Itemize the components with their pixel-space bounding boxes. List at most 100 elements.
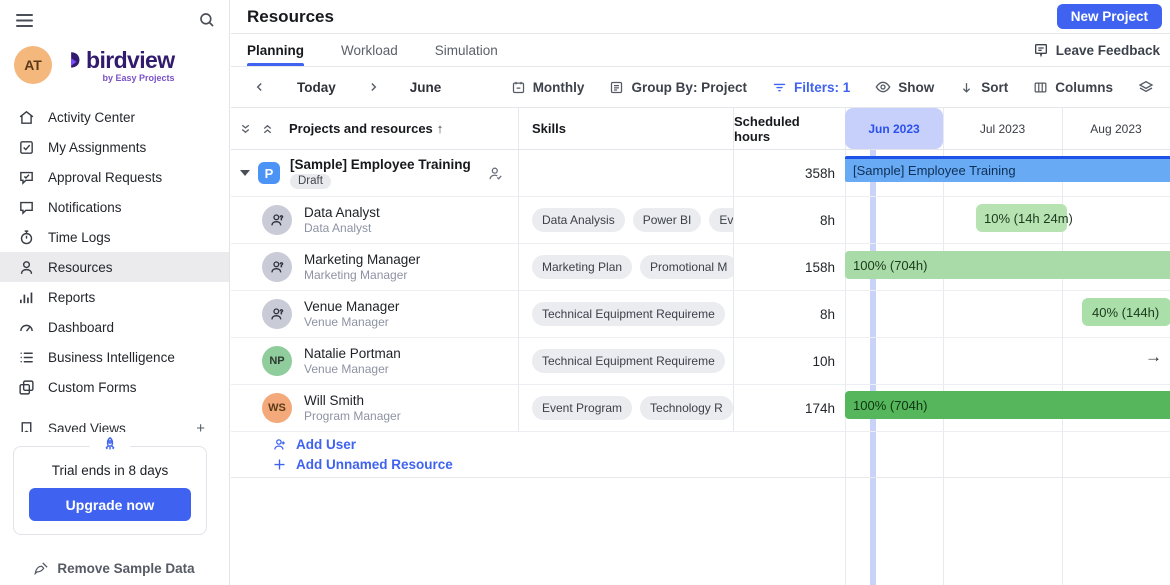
leave-feedback-button[interactable]: Leave Feedback [1033, 34, 1160, 66]
monthly-view-button[interactable]: Monthly [511, 80, 584, 95]
sidebar-item-label: Dashboard [48, 319, 115, 335]
tab-simulation[interactable]: Simulation [434, 42, 498, 58]
layers-button[interactable] [1138, 79, 1154, 95]
resource-scheduled-hours: 8h [733, 197, 845, 243]
sidebar-item-label: Time Logs [48, 229, 111, 245]
sort-button[interactable]: Sort [959, 80, 1008, 95]
skill-tag: Event Program [532, 396, 633, 420]
sidebar-item-activity-center[interactable]: Activity Center [0, 102, 229, 132]
skill-tag: Technical Equipment Requireme [532, 302, 725, 326]
show-button[interactable]: Show [875, 79, 934, 95]
sidebar-item-time-logs[interactable]: Time Logs [0, 222, 229, 252]
trial-card: Trial ends in 8 days Upgrade now [13, 436, 207, 535]
column-header-skills[interactable]: Skills [518, 108, 733, 149]
resource-name[interactable]: Natalie Portman [304, 346, 401, 361]
month-aug-2023[interactable]: Aug 2023 [1090, 121, 1142, 136]
avatar[interactable]: AT [14, 46, 52, 84]
tab-planning[interactable]: Planning [247, 34, 304, 66]
allocation-bar[interactable]: 100% (704h) [845, 391, 1170, 419]
gauge-icon [18, 319, 35, 336]
add-unnamed-resource-button[interactable]: Add Unnamed Resource [272, 457, 453, 472]
project-name[interactable]: [Sample] Employee Training [290, 157, 471, 172]
month-jun-2023[interactable]: Jun 2023 [845, 108, 943, 149]
filters-button[interactable]: Filters: 1 [772, 80, 850, 95]
resource-gantt-cell: 100% (704h) [845, 385, 1170, 431]
tab-workload[interactable]: Workload [341, 42, 398, 58]
skills-cell: Data Analysis Power BI Eve [518, 197, 733, 243]
tab-bar: Planning Workload Simulation Leave Feedb… [231, 34, 1170, 67]
today-button[interactable]: Today [297, 79, 336, 95]
sidebar-item-label: Business Intelligence [48, 349, 175, 365]
sidebar-item-my-assignments[interactable]: My Assignments [0, 132, 229, 162]
feedback-icon [1033, 42, 1049, 58]
skill-tag: Data Analysis [532, 208, 625, 232]
resource-gantt-cell: 10% (14h 24m) [845, 197, 1170, 243]
search-icon[interactable] [198, 11, 216, 29]
assign-user-icon[interactable] [487, 165, 504, 182]
project-gantt-bar[interactable]: [Sample] Employee Training [845, 156, 1170, 182]
sidebar: AT birdview by Easy Projects Activity Ce… [0, 0, 230, 585]
calendar-icon [511, 80, 526, 95]
resource-name[interactable]: Will Smith [304, 393, 364, 408]
sort-ascending-indicator: ↑ [436, 121, 444, 136]
group-by-button[interactable]: Group By: Project [609, 80, 747, 95]
sidebar-item-business-intelligence[interactable]: Business Intelligence [0, 342, 229, 372]
avatar: WS [262, 393, 292, 423]
remove-sample-data-button[interactable]: Remove Sample Data [0, 561, 229, 576]
list-icon [18, 349, 35, 366]
current-month-label: June [409, 79, 442, 95]
page-header: Resources New Project [231, 0, 1170, 34]
resource-role: Data Analyst [304, 221, 372, 235]
upgrade-now-button[interactable]: Upgrade now [29, 488, 191, 521]
collapse-caret-icon[interactable] [240, 170, 250, 176]
sidebar-item-dashboard[interactable]: Dashboard [0, 312, 229, 342]
add-saved-view-button[interactable]: + [196, 419, 205, 433]
offscreen-bar-arrow[interactable]: → [1145, 347, 1162, 366]
main-area: Resources New Project Planning Workload … [231, 0, 1170, 585]
project-type-icon: P [258, 162, 280, 184]
logo-text: birdview [86, 47, 175, 73]
column-header-scheduled-hours[interactable]: Scheduled hours [733, 108, 845, 149]
resource-role: Marketing Manager [304, 268, 408, 282]
rocket-icon [89, 436, 131, 453]
allocation-bar[interactable]: 40% (144h) [1082, 298, 1170, 326]
sidebar-item-label: Approval Requests [48, 169, 163, 185]
resource-name[interactable]: Venue Manager [304, 299, 400, 314]
forms-icon [18, 379, 35, 396]
resource-name[interactable]: Data Analyst [304, 205, 380, 220]
sidebar-item-label: My Assignments [48, 139, 147, 155]
allocation-bar[interactable]: 10% (14h 24m) [976, 204, 1073, 232]
group-by-icon [609, 80, 624, 95]
add-user-button[interactable]: Add User [272, 437, 356, 452]
chat-bubble-icon [18, 199, 35, 216]
previous-period-button[interactable] [253, 80, 267, 94]
resource-scheduled-hours: 158h [733, 244, 845, 290]
sidebar-item-resources[interactable]: Resources [0, 252, 229, 282]
month-jul-2023[interactable]: Jul 2023 [979, 121, 1026, 136]
leave-feedback-label: Leave Feedback [1055, 42, 1160, 58]
sidebar-item-notifications[interactable]: Notifications [0, 192, 229, 222]
skill-tag: Technical Equipment Requireme [532, 349, 725, 373]
columns-button[interactable]: Columns [1033, 80, 1113, 95]
logo: birdview by Easy Projects [65, 47, 175, 83]
sidebar-item-saved-views[interactable]: Saved Views + [0, 413, 229, 432]
trial-message: Trial ends in 8 days [51, 463, 169, 478]
add-user-label: Add User [296, 437, 357, 452]
collapse-all-icon[interactable] [239, 122, 252, 136]
next-period-button[interactable] [366, 80, 380, 94]
sidebar-item-label: Custom Forms [48, 379, 137, 395]
sidebar-item-approval-requests[interactable]: Approval Requests [0, 162, 229, 192]
new-project-button[interactable]: New Project [1056, 4, 1162, 29]
skills-cell: Technical Equipment Requireme [518, 338, 733, 384]
sidebar-item-custom-forms[interactable]: Custom Forms [0, 372, 229, 402]
placeholder-person-icon: ? [262, 299, 292, 329]
hamburger-menu-icon[interactable] [16, 13, 38, 28]
grid-header: Projects and resources ↑ Skills Schedule… [231, 108, 1170, 150]
resource-name[interactable]: Marketing Manager [304, 252, 421, 267]
broom-icon [34, 561, 49, 576]
column-header-projects[interactable]: Projects and resources [289, 121, 433, 136]
expand-all-icon[interactable] [261, 122, 274, 136]
resource-role: Program Manager [304, 409, 401, 423]
sidebar-item-reports[interactable]: Reports [0, 282, 229, 312]
allocation-bar[interactable]: 100% (704h) [845, 251, 1170, 279]
